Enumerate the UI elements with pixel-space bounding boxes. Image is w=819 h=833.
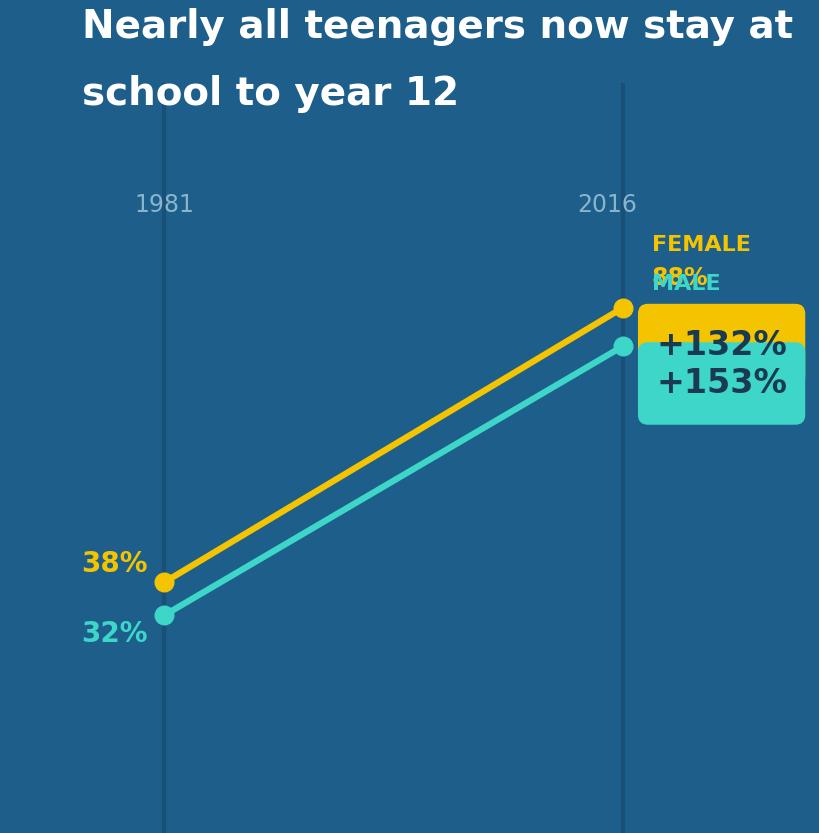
Text: 1981: 1981 <box>133 192 194 217</box>
Text: school to year 12: school to year 12 <box>82 75 459 113</box>
Text: +132%: +132% <box>655 328 786 362</box>
Text: 38%: 38% <box>81 551 147 578</box>
Text: MALE: MALE <box>651 273 720 293</box>
Point <box>616 339 629 352</box>
Point <box>157 609 170 622</box>
Text: FEMALE: FEMALE <box>651 235 750 255</box>
Text: 81%: 81% <box>651 305 708 329</box>
Point <box>157 576 170 589</box>
FancyBboxPatch shape <box>637 342 804 425</box>
Text: Nearly all teenagers now stay at: Nearly all teenagers now stay at <box>82 8 792 47</box>
FancyBboxPatch shape <box>637 304 804 387</box>
Text: 2016: 2016 <box>576 192 636 217</box>
Point <box>616 301 629 314</box>
Text: 32%: 32% <box>81 620 147 647</box>
Text: +153%: +153% <box>655 367 786 400</box>
Text: 88%: 88% <box>651 267 708 291</box>
